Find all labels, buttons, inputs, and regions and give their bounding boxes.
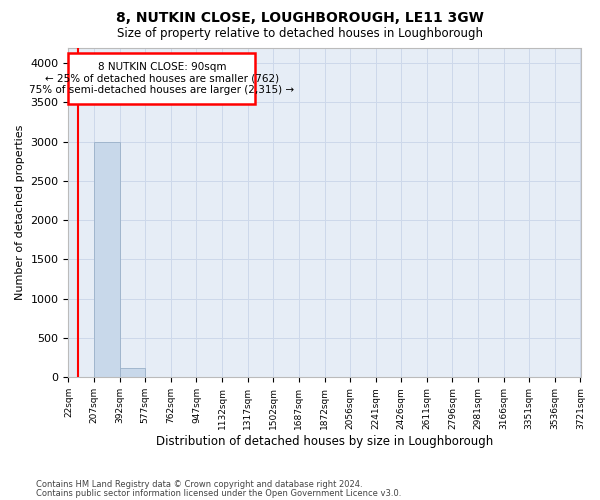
Text: Size of property relative to detached houses in Loughborough: Size of property relative to detached ho… — [117, 28, 483, 40]
FancyBboxPatch shape — [68, 53, 256, 104]
Text: Contains HM Land Registry data © Crown copyright and database right 2024.: Contains HM Land Registry data © Crown c… — [36, 480, 362, 489]
Bar — [94, 142, 119, 377]
Text: 8 NUTKIN CLOSE: 90sqm
← 25% of detached houses are smaller (762)
75% of semi-det: 8 NUTKIN CLOSE: 90sqm ← 25% of detached … — [29, 62, 295, 95]
Y-axis label: Number of detached properties: Number of detached properties — [15, 124, 25, 300]
Bar — [119, 368, 145, 377]
Text: 8, NUTKIN CLOSE, LOUGHBOROUGH, LE11 3GW: 8, NUTKIN CLOSE, LOUGHBOROUGH, LE11 3GW — [116, 11, 484, 25]
Text: Contains public sector information licensed under the Open Government Licence v3: Contains public sector information licen… — [36, 489, 401, 498]
X-axis label: Distribution of detached houses by size in Loughborough: Distribution of detached houses by size … — [156, 434, 493, 448]
